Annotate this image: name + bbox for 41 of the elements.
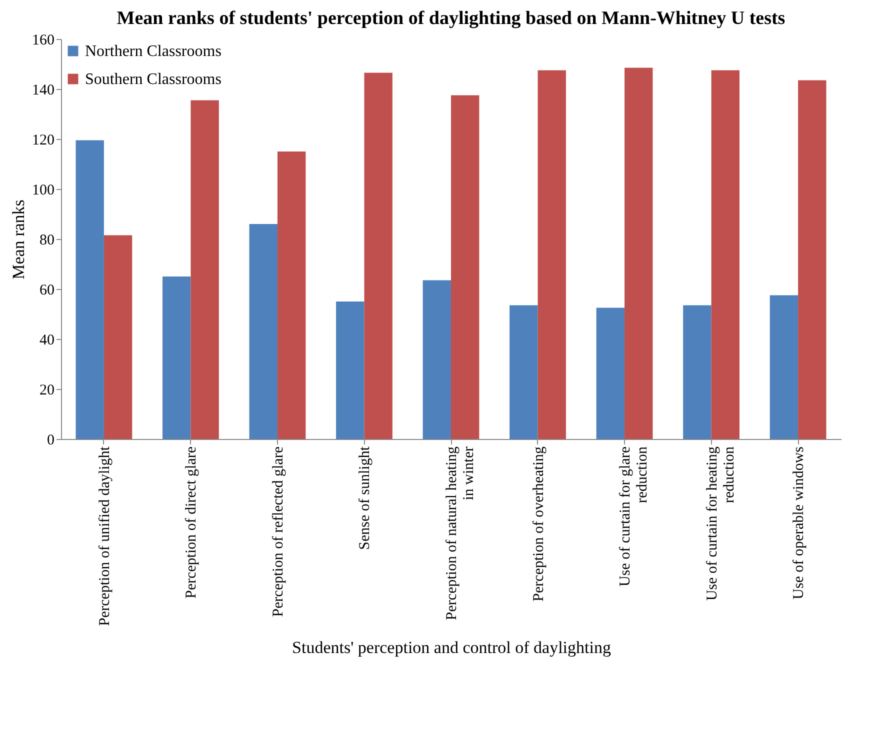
bar bbox=[538, 70, 566, 439]
y-tick-label: 160 bbox=[32, 32, 54, 48]
y-tick-label: 100 bbox=[32, 182, 54, 198]
bar bbox=[711, 70, 740, 439]
bar bbox=[249, 224, 278, 439]
bar bbox=[104, 235, 132, 439]
x-tick-label: Perception of natural heating in winter bbox=[444, 446, 477, 620]
x-tick-label: Sense of sunlight bbox=[357, 446, 374, 550]
bar bbox=[624, 68, 653, 439]
x-tick-label: Perception of reflected glare bbox=[270, 446, 286, 617]
bar bbox=[422, 280, 451, 439]
x-tick-label: Use of curtain for glare reduction bbox=[618, 446, 651, 586]
bar bbox=[798, 80, 826, 439]
bar bbox=[596, 308, 625, 439]
bar bbox=[451, 95, 480, 439]
y-tick-label: 140 bbox=[32, 82, 54, 98]
x-tick-label: Use of operable windows bbox=[791, 446, 808, 600]
bar bbox=[190, 100, 219, 439]
y-tick-label: 40 bbox=[40, 332, 54, 348]
y-tick-label: 20 bbox=[40, 382, 54, 398]
bar bbox=[336, 302, 364, 439]
x-tick-label: Perception of direct glare bbox=[184, 446, 200, 599]
legend-label: Northern Classrooms bbox=[85, 43, 222, 60]
bar bbox=[683, 305, 712, 439]
chart-title: Mean ranks of students' perception of daylighting based on Mann-Whitney U tests bbox=[116, 8, 786, 29]
x-tick-label: Use of curtain for heating reduction bbox=[704, 446, 738, 601]
y-tick-label: 60 bbox=[40, 282, 54, 298]
x-tick-label: Perception of overheating bbox=[530, 446, 547, 602]
bar bbox=[510, 305, 538, 439]
y-tick-label: 120 bbox=[32, 132, 54, 148]
bar bbox=[277, 152, 306, 439]
legend-label: Southern Classrooms bbox=[85, 71, 222, 88]
y-tick-label: 0 bbox=[47, 432, 54, 448]
y-axis-title: Mean ranks bbox=[9, 200, 28, 280]
x-axis-title: Students' perception and control of daylighting bbox=[292, 638, 612, 658]
bar bbox=[162, 276, 191, 439]
bar bbox=[76, 140, 104, 439]
x-tick-label: Perception of unified daylight bbox=[96, 446, 113, 626]
bar bbox=[770, 295, 798, 439]
y-tick-label: 80 bbox=[40, 232, 54, 248]
bar bbox=[364, 72, 392, 439]
